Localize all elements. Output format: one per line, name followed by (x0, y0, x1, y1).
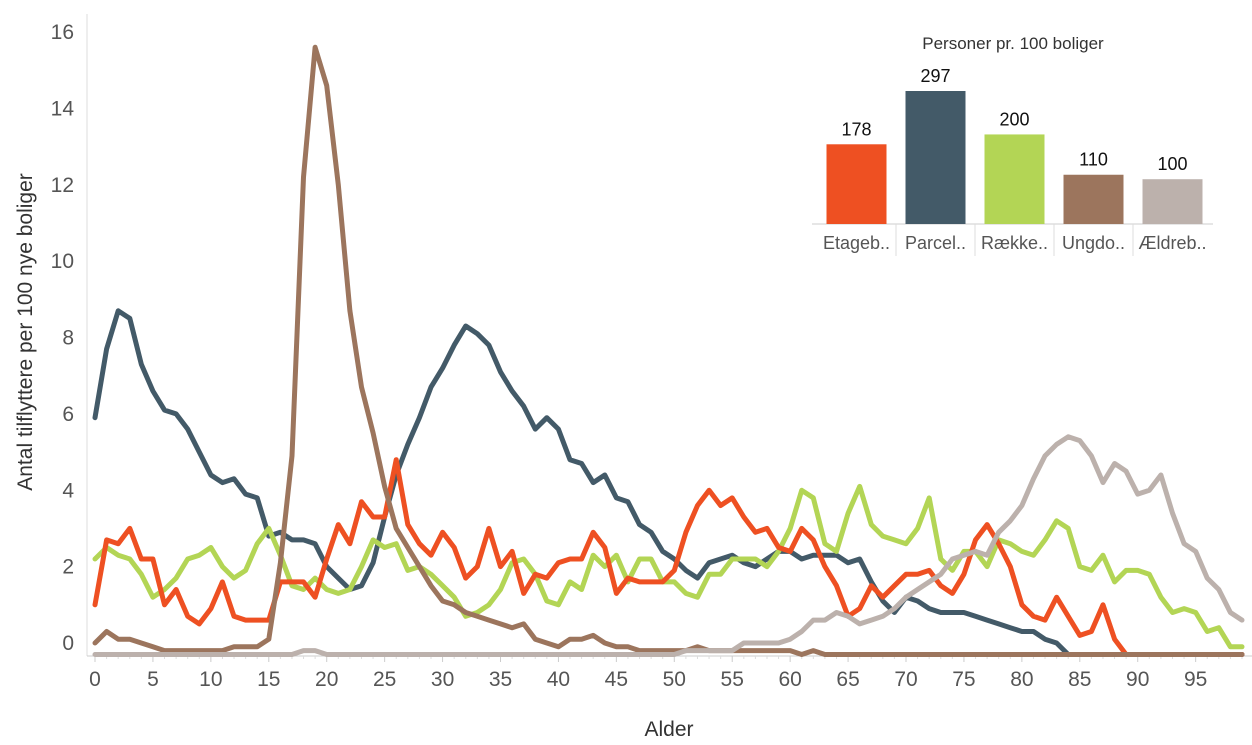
inset-bar (826, 144, 887, 224)
y-tick-label: 10 (51, 250, 74, 273)
y-tick-label: 0 (62, 632, 74, 655)
inset-bar (905, 91, 966, 224)
inset-category-label: Række.. (981, 233, 1048, 253)
inset-value-label: 200 (999, 109, 1029, 129)
inset-bar (1063, 174, 1124, 224)
inset-title: Personer pr. 100 boliger (922, 34, 1104, 53)
y-tick-label: 12 (51, 174, 74, 197)
series-line-1 (92, 308, 1245, 657)
inset-value-label: 297 (920, 66, 950, 86)
x-tick-label: 25 (373, 668, 396, 691)
x-tick-label: 45 (605, 668, 628, 691)
inset-bar-chart: Personer pr. 100 boliger 178 Etageb.. 297 Pa… (812, 34, 1213, 256)
x-tick-label: 20 (315, 668, 338, 691)
x-tick-label: 90 (1126, 668, 1149, 691)
x-tick-label: 35 (489, 668, 512, 691)
x-tick-label: 5 (147, 668, 159, 691)
x-axis-title: Alder (644, 718, 693, 740)
y-tick-label: 4 (62, 479, 74, 502)
series-line-4 (92, 44, 1245, 657)
y-axis-title: Antal tilflyttere per 100 nye boliger (14, 173, 37, 491)
x-tick-label: 60 (778, 668, 801, 691)
y-tick-label: 2 (62, 556, 74, 579)
x-tick-label: 10 (199, 668, 222, 691)
inset-value-label: 100 (1157, 154, 1187, 174)
y-tick-label: 8 (62, 327, 74, 350)
axes-layer: 0 2 4 6 8 10 12 14 16 0 5 10 15 20 25 30 35 40 45 50 55 60 65 7… (51, 14, 1252, 691)
x-tick-label: 85 (1068, 668, 1091, 691)
x-tick-label: 55 (721, 668, 744, 691)
x-tick-label: 70 (894, 668, 917, 691)
series-line-5 (92, 434, 1245, 657)
inset-category-label: Ældreb.. (1138, 233, 1206, 253)
series-line-3 (92, 457, 1245, 657)
y-tick-label: 16 (51, 21, 74, 44)
x-tick-label: 40 (547, 668, 570, 691)
x-tick-label: 15 (257, 668, 280, 691)
x-tick-label: 0 (89, 668, 101, 691)
inset-category-label: Ungdo.. (1062, 233, 1125, 253)
x-tick-label: 30 (431, 668, 454, 691)
lines-layer (92, 44, 1245, 657)
inset-value-label: 178 (841, 119, 871, 139)
inset-value-label: 110 (1079, 150, 1108, 170)
y-tick-label: 14 (51, 97, 75, 120)
inset-bar (984, 134, 1045, 224)
inset-category-label: Etageb.. (823, 233, 890, 253)
x-tick-label: 50 (663, 668, 686, 691)
x-tick-label: 80 (1010, 668, 1033, 691)
x-tick-label: 65 (836, 668, 859, 691)
x-tick-label: 95 (1184, 668, 1207, 691)
inset-bar (1142, 179, 1203, 224)
series-line-2 (92, 483, 1245, 650)
y-tick-label: 6 (62, 403, 74, 426)
x-tick-label: 75 (952, 668, 975, 691)
inset-category-label: Parcel.. (905, 233, 966, 253)
